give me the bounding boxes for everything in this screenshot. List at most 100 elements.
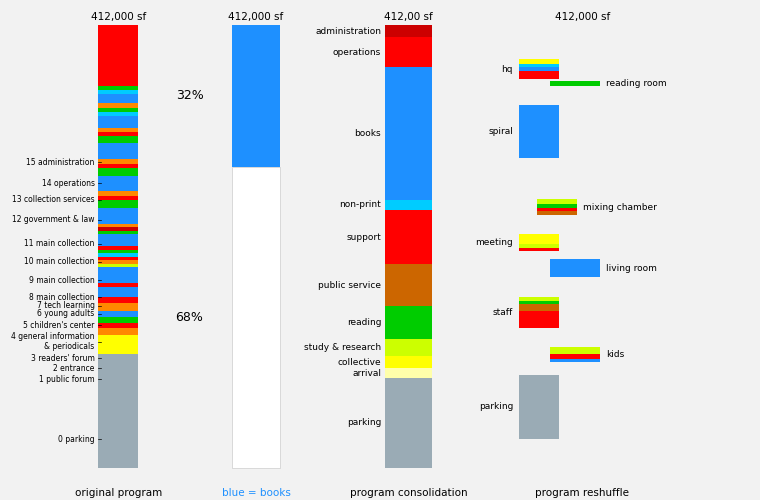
Text: 2 entrance: 2 entrance (53, 364, 95, 372)
Bar (98, 25, 138, 82)
Bar (98, 196, 138, 200)
Text: living room: living room (606, 264, 657, 272)
Bar (98, 246, 138, 250)
Bar (385, 200, 432, 210)
Bar (98, 90, 138, 94)
Text: 412,00 sf: 412,00 sf (384, 12, 432, 22)
Text: 3 readers' forum: 3 readers' forum (31, 354, 95, 363)
Text: support: support (347, 232, 381, 241)
Text: 32%: 32% (176, 90, 204, 102)
Bar (98, 224, 138, 227)
Bar (98, 132, 138, 136)
Bar (549, 259, 600, 278)
Bar (98, 128, 138, 132)
Bar (519, 301, 559, 304)
Bar (98, 164, 138, 168)
Bar (98, 250, 138, 254)
Bar (98, 257, 138, 260)
Bar (98, 200, 138, 208)
Text: 15 administration: 15 administration (27, 158, 95, 166)
Text: blue = books: blue = books (222, 488, 290, 498)
Bar (98, 108, 138, 112)
Bar (98, 176, 138, 192)
Bar (549, 348, 600, 354)
Text: 6 young adults: 6 young adults (37, 309, 95, 318)
Text: meeting: meeting (475, 238, 513, 247)
Text: 412,000 sf: 412,000 sf (229, 12, 283, 22)
Bar (98, 260, 138, 264)
Text: arrival: arrival (352, 368, 381, 378)
Text: reading room: reading room (606, 79, 667, 88)
Text: reading: reading (347, 318, 381, 327)
Bar (385, 67, 432, 200)
Text: operations: operations (333, 48, 381, 56)
Bar (385, 264, 432, 306)
Bar (98, 159, 138, 164)
Bar (98, 288, 138, 297)
Text: program reshuffle: program reshuffle (535, 488, 629, 498)
Text: 7 tech learning: 7 tech learning (36, 301, 95, 310)
Bar (385, 356, 432, 368)
Text: 1 public forum: 1 public forum (39, 374, 95, 384)
Text: 8 main collection: 8 main collection (29, 293, 95, 302)
Text: 5 children's center: 5 children's center (24, 320, 95, 330)
Text: mixing chamber: mixing chamber (583, 203, 657, 212)
Text: 10 main collection: 10 main collection (24, 258, 95, 266)
Bar (385, 38, 432, 67)
Bar (98, 354, 138, 468)
Bar (98, 168, 138, 175)
Bar (98, 230, 138, 234)
Text: collective: collective (337, 358, 381, 366)
Bar (98, 86, 138, 90)
Bar (98, 254, 138, 257)
Bar (98, 116, 138, 128)
Bar (98, 227, 138, 230)
Text: 14 operations: 14 operations (42, 178, 95, 188)
Bar (549, 80, 600, 86)
Text: hq: hq (502, 64, 513, 74)
Bar (98, 234, 138, 246)
Bar (519, 64, 559, 67)
Bar (98, 323, 138, 328)
Bar (537, 200, 577, 204)
Bar (537, 208, 577, 211)
Bar (385, 368, 432, 378)
Text: 412,000 sf: 412,000 sf (90, 12, 146, 22)
Text: 12 government & law: 12 government & law (12, 216, 95, 224)
Text: 68%: 68% (176, 310, 204, 324)
Bar (385, 338, 432, 356)
Bar (98, 144, 138, 159)
Bar (385, 210, 432, 264)
Bar (519, 312, 559, 328)
Bar (98, 82, 138, 86)
Text: public service: public service (318, 281, 381, 290)
Text: 9 main collection: 9 main collection (29, 276, 95, 284)
Bar (519, 60, 559, 64)
Bar (537, 211, 577, 216)
Text: parking: parking (347, 418, 381, 428)
Bar (98, 283, 138, 288)
Text: 13 collection services: 13 collection services (12, 196, 95, 204)
Bar (385, 25, 432, 38)
Bar (233, 166, 280, 468)
Bar (549, 359, 600, 362)
Text: 4 general information
& periodicals: 4 general information & periodicals (11, 332, 95, 351)
Bar (98, 94, 138, 104)
Bar (98, 104, 138, 108)
Text: administration: administration (315, 26, 381, 36)
Text: study & research: study & research (304, 342, 381, 351)
Bar (98, 328, 138, 336)
Bar (385, 306, 432, 338)
Bar (519, 67, 559, 71)
Bar (519, 244, 559, 248)
Bar (519, 71, 559, 79)
Text: parking: parking (479, 402, 513, 411)
Text: original program: original program (74, 488, 162, 498)
Bar (98, 136, 138, 143)
Bar (519, 104, 559, 158)
Bar (233, 25, 280, 167)
Bar (98, 311, 138, 317)
Bar (385, 378, 432, 468)
Bar (519, 304, 559, 312)
Bar (519, 298, 559, 301)
